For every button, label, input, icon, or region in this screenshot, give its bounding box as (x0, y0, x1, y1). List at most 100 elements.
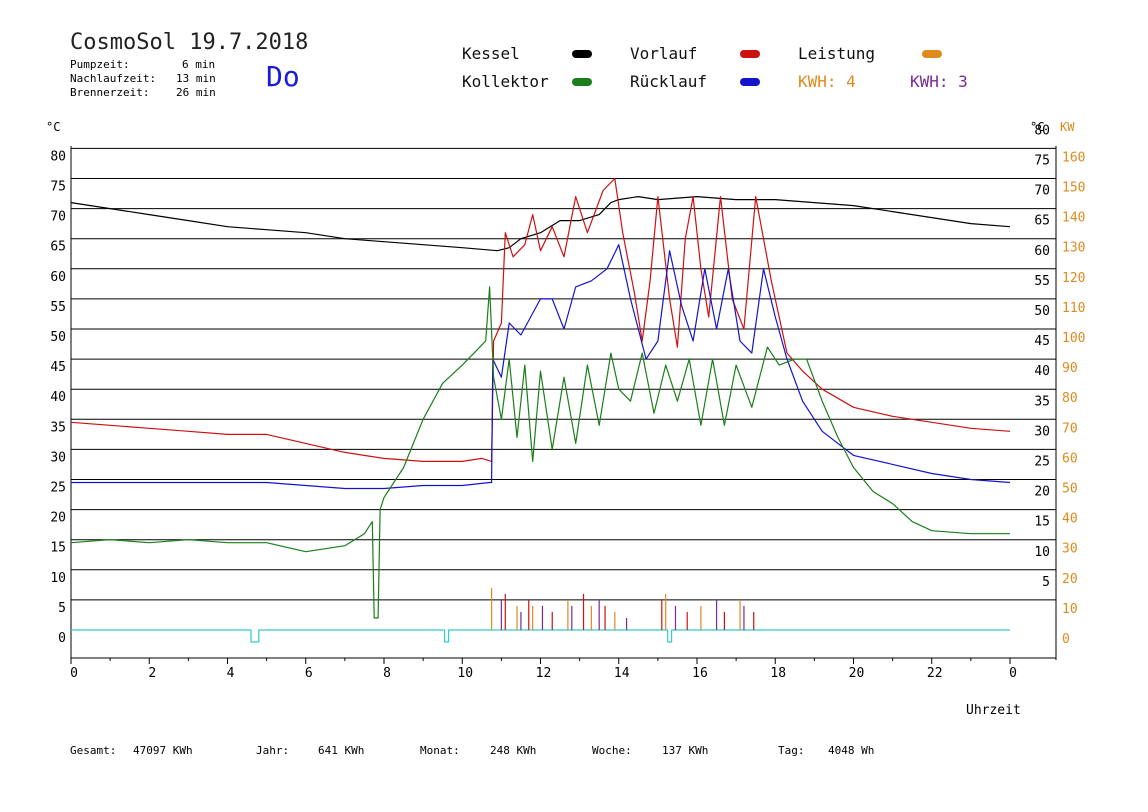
y-tick-right-c: 20 (1034, 485, 1050, 500)
x-axis-label: Uhrzeit (966, 703, 1021, 718)
legend-ruecklauf-label: Rücklauf (630, 72, 708, 91)
y-tick-right-kw: 120 (1062, 271, 1085, 286)
y-tick-right-kw: 130 (1062, 241, 1085, 256)
y-tick-left: 55 (50, 300, 66, 315)
y-tick-right-kw: 0 (1062, 632, 1070, 647)
x-tick-label: 0 (70, 666, 78, 681)
y-tick-right-c: 40 (1034, 364, 1050, 379)
kwh-purple-label: KWH: 3 (910, 72, 968, 91)
y-tick-left: 75 (50, 180, 66, 195)
burner-time-value: 26 min (176, 86, 216, 99)
footer-day-value: 4048 Wh (828, 744, 875, 757)
left-unit-label: °C (46, 120, 60, 134)
pump-time-label: Pumpzeit: (70, 58, 130, 71)
y-tick-right-kw: 40 (1062, 512, 1078, 527)
y-tick-right-kw: 160 (1062, 150, 1085, 165)
legend-kessel-swatch (572, 50, 592, 58)
y-tick-left: 10 (50, 571, 66, 586)
footer-week-value: 137 KWh (662, 744, 709, 757)
y-tick-left: 45 (50, 360, 66, 375)
legend-leistung-swatch (922, 50, 942, 58)
x-tick-label: 6 (305, 666, 313, 681)
y-tick-right-c: 55 (1034, 274, 1050, 289)
x-tick-label: 4 (227, 666, 235, 681)
y-tick-right-kw: 20 (1062, 572, 1078, 587)
y-tick-right-kw: 30 (1062, 542, 1078, 557)
series-line-pumpe (71, 629, 1010, 643)
y-tick-right-kw: 80 (1062, 391, 1078, 406)
x-tick-label: 18 (770, 666, 786, 681)
right-unit-kw-label: KW (1060, 120, 1075, 134)
series-line-vorlauf (70, 177, 1011, 462)
footer-year-label: Jahr: (256, 744, 290, 757)
y-tick-right-kw: 50 (1062, 482, 1078, 497)
chart-title: CosmoSol 19.7.2018 (70, 30, 309, 55)
burner-time-label: Brennerzeit: (70, 86, 150, 99)
x-tick-label: 8 (383, 666, 391, 681)
y-tick-left: 35 (50, 420, 66, 435)
legend-kollektor-label: Kollektor (462, 72, 549, 91)
x-tick-label: 12 (536, 666, 552, 681)
footer-total-value: 47097 KWh (133, 744, 193, 757)
y-tick-left: 20 (50, 511, 66, 526)
y-tick-right-c: 10 (1034, 545, 1050, 560)
chart-axes: °C °C KW Uhrzeit 05101520253035404550556… (46, 120, 1085, 718)
y-tick-left: 80 (50, 149, 66, 164)
y-tick-right-c: 45 (1034, 334, 1050, 349)
x-tick-label: 16 (692, 666, 708, 681)
y-tick-right-c: 15 (1034, 515, 1050, 530)
series-line-kollektor (70, 286, 1010, 619)
footer-year-value: 641 KWh (318, 744, 365, 757)
y-tick-right-kw: 60 (1062, 451, 1078, 466)
legend-leistung-label: Leistung (798, 44, 876, 63)
y-tick-right-c: 5 (1042, 575, 1050, 590)
y-tick-left: 5 (58, 601, 66, 616)
y-tick-left: 15 (50, 541, 66, 556)
y-tick-right-kw: 100 (1062, 331, 1085, 346)
x-tick-label: 22 (927, 666, 943, 681)
x-tick-label: 10 (457, 666, 473, 681)
y-tick-right-kw: 10 (1062, 602, 1078, 617)
footer-month-value: 248 KWh (490, 744, 537, 757)
y-tick-left: 40 (50, 390, 66, 405)
x-tick-label: 20 (849, 666, 865, 681)
y-tick-right-c: 75 (1034, 154, 1050, 169)
pump-time-value: 6 min (182, 58, 216, 71)
y-tick-left: 60 (50, 270, 66, 285)
x-tick-label: 2 (148, 666, 156, 681)
right-unit-label: °C (1030, 120, 1044, 134)
y-tick-left: 50 (50, 330, 66, 345)
y-tick-left: 65 (50, 240, 66, 255)
y-tick-right-c: 65 (1034, 214, 1050, 229)
after-run-label: Nachlaufzeit: (70, 72, 157, 85)
y-tick-right-c: 25 (1034, 455, 1050, 470)
y-tick-right-c: 50 (1034, 304, 1050, 319)
legend-kollektor-swatch (572, 78, 592, 86)
series-line-kessel (70, 196, 1011, 252)
x-tick-label: 14 (614, 666, 630, 681)
y-tick-right-c: 30 (1034, 424, 1050, 439)
weekday-label: Do (266, 60, 300, 93)
footer-week-label: Woche: (592, 744, 632, 757)
y-tick-right-kw: 110 (1062, 301, 1085, 316)
series-line-rcklauf (71, 244, 1011, 490)
y-tick-right-kw: 150 (1062, 181, 1085, 196)
kwh-orange-label: KWH: 4 (798, 72, 856, 91)
y-tick-right-c: 80 (1034, 123, 1050, 138)
chart-grid (70, 146, 1057, 660)
x-tick-label: 0 (1009, 666, 1017, 681)
power-bars (490, 587, 755, 630)
legend-kessel-label: Kessel (462, 44, 520, 63)
y-tick-right-c: 60 (1034, 244, 1050, 259)
y-tick-right-kw: 140 (1062, 211, 1085, 226)
y-tick-left: 0 (58, 631, 66, 646)
y-tick-left: 70 (50, 210, 66, 225)
footer-day-label: Tag: (778, 744, 805, 757)
footer-total-label: Gesamt: (70, 744, 117, 757)
legend-ruecklauf-swatch (740, 78, 760, 86)
y-tick-right-kw: 70 (1062, 421, 1078, 436)
chart-lines (70, 177, 1011, 643)
y-tick-right-kw: 90 (1062, 361, 1078, 376)
after-run-value: 13 min (176, 72, 216, 85)
